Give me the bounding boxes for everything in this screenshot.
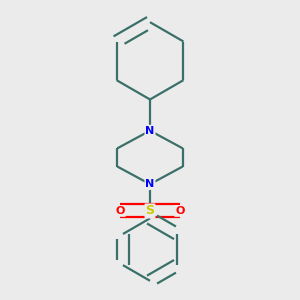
Text: S: S [146,204,154,218]
Text: N: N [146,126,154,136]
Text: O: O [175,206,184,216]
Text: N: N [146,179,154,189]
Text: O: O [116,206,125,216]
